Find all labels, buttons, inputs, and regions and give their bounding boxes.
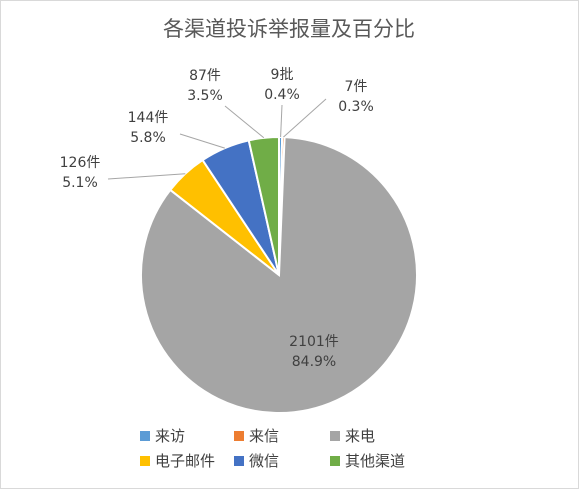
leader-line-电子邮件: [107, 173, 186, 180]
leader-line-来访: [280, 104, 283, 138]
data-label-percent-其他渠道: 3.5%: [187, 88, 223, 104]
leader-lines: [107, 98, 327, 180]
legend-swatch-电子邮件: [140, 456, 150, 466]
legend-swatch-微信: [234, 456, 244, 466]
data-label-percent-来电: 84.9%: [292, 354, 336, 370]
chart-title: 各渠道投诉举报量及百分比: [163, 17, 415, 41]
data-label-percent-来访: 0.4%: [264, 87, 300, 103]
legend-label-来电: 来电: [345, 427, 375, 445]
legend-swatch-来信: [234, 431, 244, 441]
pie-slices: [140, 135, 418, 414]
legend-label-其他渠道: 其他渠道: [345, 452, 405, 470]
data-labels: 9批 0.4% 7件 0.3% 2101件 84.9% 126件 5.1% 144件 5.8% 87…: [60, 67, 374, 370]
data-label-percent-微信: 5.8%: [130, 130, 166, 146]
legend-label-来信: 来信: [249, 427, 279, 445]
data-label-count-来访: 9批: [271, 67, 294, 83]
data-label-count-来信: 7件: [345, 79, 368, 95]
legend-label-电子邮件: 电子邮件: [155, 452, 215, 470]
leader-line-其他渠道: [224, 105, 265, 139]
legend-swatch-其他渠道: [330, 456, 340, 466]
data-label-percent-电子邮件: 5.1%: [62, 175, 98, 191]
legend-label-来访: 来访: [155, 427, 185, 445]
pie-slice-其他渠道: [247, 135, 280, 276]
legend-swatch-来访: [140, 431, 150, 441]
data-label-percent-来信: 0.3%: [338, 99, 374, 115]
leader-line-来信: [283, 98, 327, 138]
leader-line-微信: [179, 133, 225, 149]
data-label-count-其他渠道: 87件: [189, 68, 221, 84]
data-label-count-来电: 2101件: [289, 334, 339, 350]
data-label-count-电子邮件: 126件: [60, 155, 101, 171]
legend-label-微信: 微信: [249, 452, 279, 470]
data-label-count-微信: 144件: [128, 110, 169, 126]
legend-swatch-来电: [330, 431, 340, 441]
